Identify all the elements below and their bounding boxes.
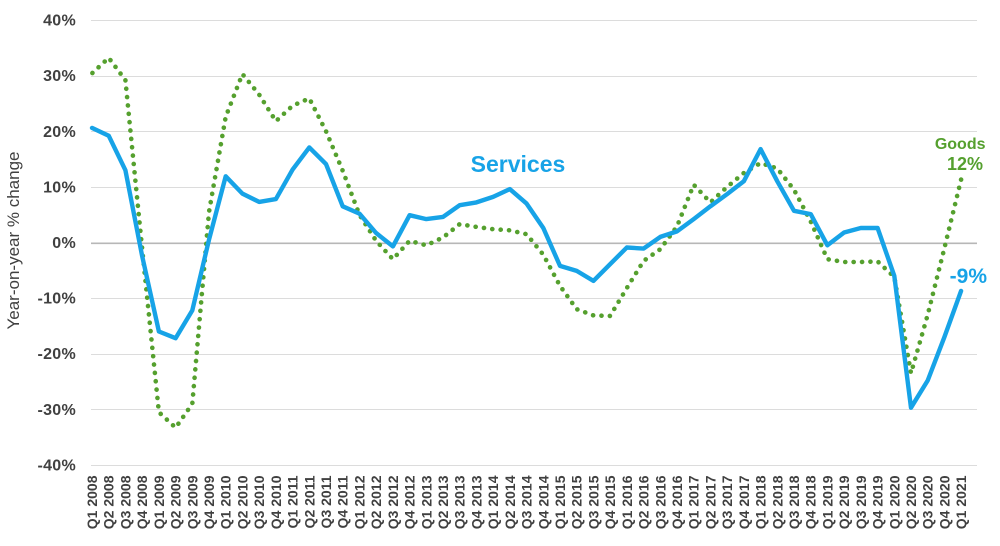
svg-text:Q4 2008: Q4 2008 xyxy=(134,475,150,529)
svg-text:Q3 2015: Q3 2015 xyxy=(585,475,601,529)
svg-text:Q2 2009: Q2 2009 xyxy=(168,475,184,529)
svg-text:Q1 2010: Q1 2010 xyxy=(218,475,234,529)
svg-text:Q4 2015: Q4 2015 xyxy=(602,475,618,529)
svg-text:Q1 2016: Q1 2016 xyxy=(619,475,635,529)
svg-text:Q1 2015: Q1 2015 xyxy=(552,475,568,529)
svg-text:Q4 2011: Q4 2011 xyxy=(335,475,351,528)
svg-text:Q3 2017: Q3 2017 xyxy=(719,475,735,529)
svg-text:10%: 10% xyxy=(43,179,76,196)
svg-text:Q4 2010: Q4 2010 xyxy=(268,475,284,529)
svg-text:Q3 2018: Q3 2018 xyxy=(786,475,802,529)
svg-text:Q3 2008: Q3 2008 xyxy=(117,475,133,529)
svg-text:-10%: -10% xyxy=(37,291,76,308)
svg-text:Q4 2012: Q4 2012 xyxy=(402,475,418,529)
svg-text:12%: 12% xyxy=(947,154,983,174)
svg-text:Q1 2020: Q1 2020 xyxy=(886,475,902,529)
svg-text:Q2 2012: Q2 2012 xyxy=(368,475,384,529)
svg-text:Q2 2019: Q2 2019 xyxy=(836,475,852,529)
svg-text:Q1 2012: Q1 2012 xyxy=(351,475,367,529)
svg-text:Q2 2013: Q2 2013 xyxy=(435,475,451,529)
svg-text:Q1 2018: Q1 2018 xyxy=(753,475,769,529)
svg-text:Q2 2020: Q2 2020 xyxy=(903,475,919,529)
svg-text:Q1 2021: Q1 2021 xyxy=(953,475,969,529)
svg-text:Q4 2018: Q4 2018 xyxy=(803,475,819,529)
svg-text:Q1 2019: Q1 2019 xyxy=(819,475,835,529)
svg-text:Q4 2014: Q4 2014 xyxy=(535,475,551,529)
svg-text:Q3 2012: Q3 2012 xyxy=(385,475,401,529)
svg-text:Q4 2019: Q4 2019 xyxy=(870,475,886,529)
svg-text:Q3 2010: Q3 2010 xyxy=(251,475,267,529)
svg-text:Q4 2020: Q4 2020 xyxy=(936,475,952,529)
svg-text:Year-on-year % change: Year-on-year % change xyxy=(4,152,23,330)
svg-text:Q3 2013: Q3 2013 xyxy=(452,475,468,529)
svg-text:Q1 2014: Q1 2014 xyxy=(485,475,501,529)
svg-text:20%: 20% xyxy=(43,124,76,141)
svg-text:Q3 2011: Q3 2011 xyxy=(318,475,334,528)
svg-text:Services: Services xyxy=(471,151,566,177)
svg-text:Q4 2017: Q4 2017 xyxy=(736,475,752,529)
svg-text:Q2 2010: Q2 2010 xyxy=(234,475,250,529)
svg-text:-40%: -40% xyxy=(37,458,76,475)
svg-text:Q1 2013: Q1 2013 xyxy=(418,475,434,529)
svg-text:Q2 2018: Q2 2018 xyxy=(769,475,785,529)
svg-text:Q3 2019: Q3 2019 xyxy=(853,475,869,529)
svg-text:Q2 2016: Q2 2016 xyxy=(636,475,652,529)
svg-text:Q3 2020: Q3 2020 xyxy=(920,475,936,529)
svg-text:30%: 30% xyxy=(43,68,76,85)
svg-text:Q1 2017: Q1 2017 xyxy=(686,475,702,529)
svg-text:Q3 2009: Q3 2009 xyxy=(184,475,200,529)
svg-text:Q4 2009: Q4 2009 xyxy=(201,475,217,529)
svg-text:40%: 40% xyxy=(43,13,76,30)
svg-text:Q4 2016: Q4 2016 xyxy=(669,475,685,529)
svg-text:Q1 2011: Q1 2011 xyxy=(285,475,301,528)
svg-text:Q1 2008: Q1 2008 xyxy=(84,475,100,529)
svg-text:Q3 2014: Q3 2014 xyxy=(519,475,535,529)
svg-text:Goods: Goods xyxy=(935,136,986,153)
svg-text:Q2 2008: Q2 2008 xyxy=(101,475,117,529)
svg-text:Q2 2014: Q2 2014 xyxy=(502,475,518,529)
svg-text:Q2 2015: Q2 2015 xyxy=(569,475,585,529)
svg-text:Q2 2017: Q2 2017 xyxy=(702,475,718,529)
svg-text:-30%: -30% xyxy=(37,402,76,419)
svg-text:Q2 2011: Q2 2011 xyxy=(301,475,317,528)
svg-text:Q3 2016: Q3 2016 xyxy=(652,475,668,529)
svg-text:Q4 2013: Q4 2013 xyxy=(468,475,484,529)
svg-text:0%: 0% xyxy=(52,235,76,252)
svg-text:-20%: -20% xyxy=(37,346,76,363)
svg-text:Q1 2009: Q1 2009 xyxy=(151,475,167,529)
svg-text:-9%: -9% xyxy=(950,265,988,288)
